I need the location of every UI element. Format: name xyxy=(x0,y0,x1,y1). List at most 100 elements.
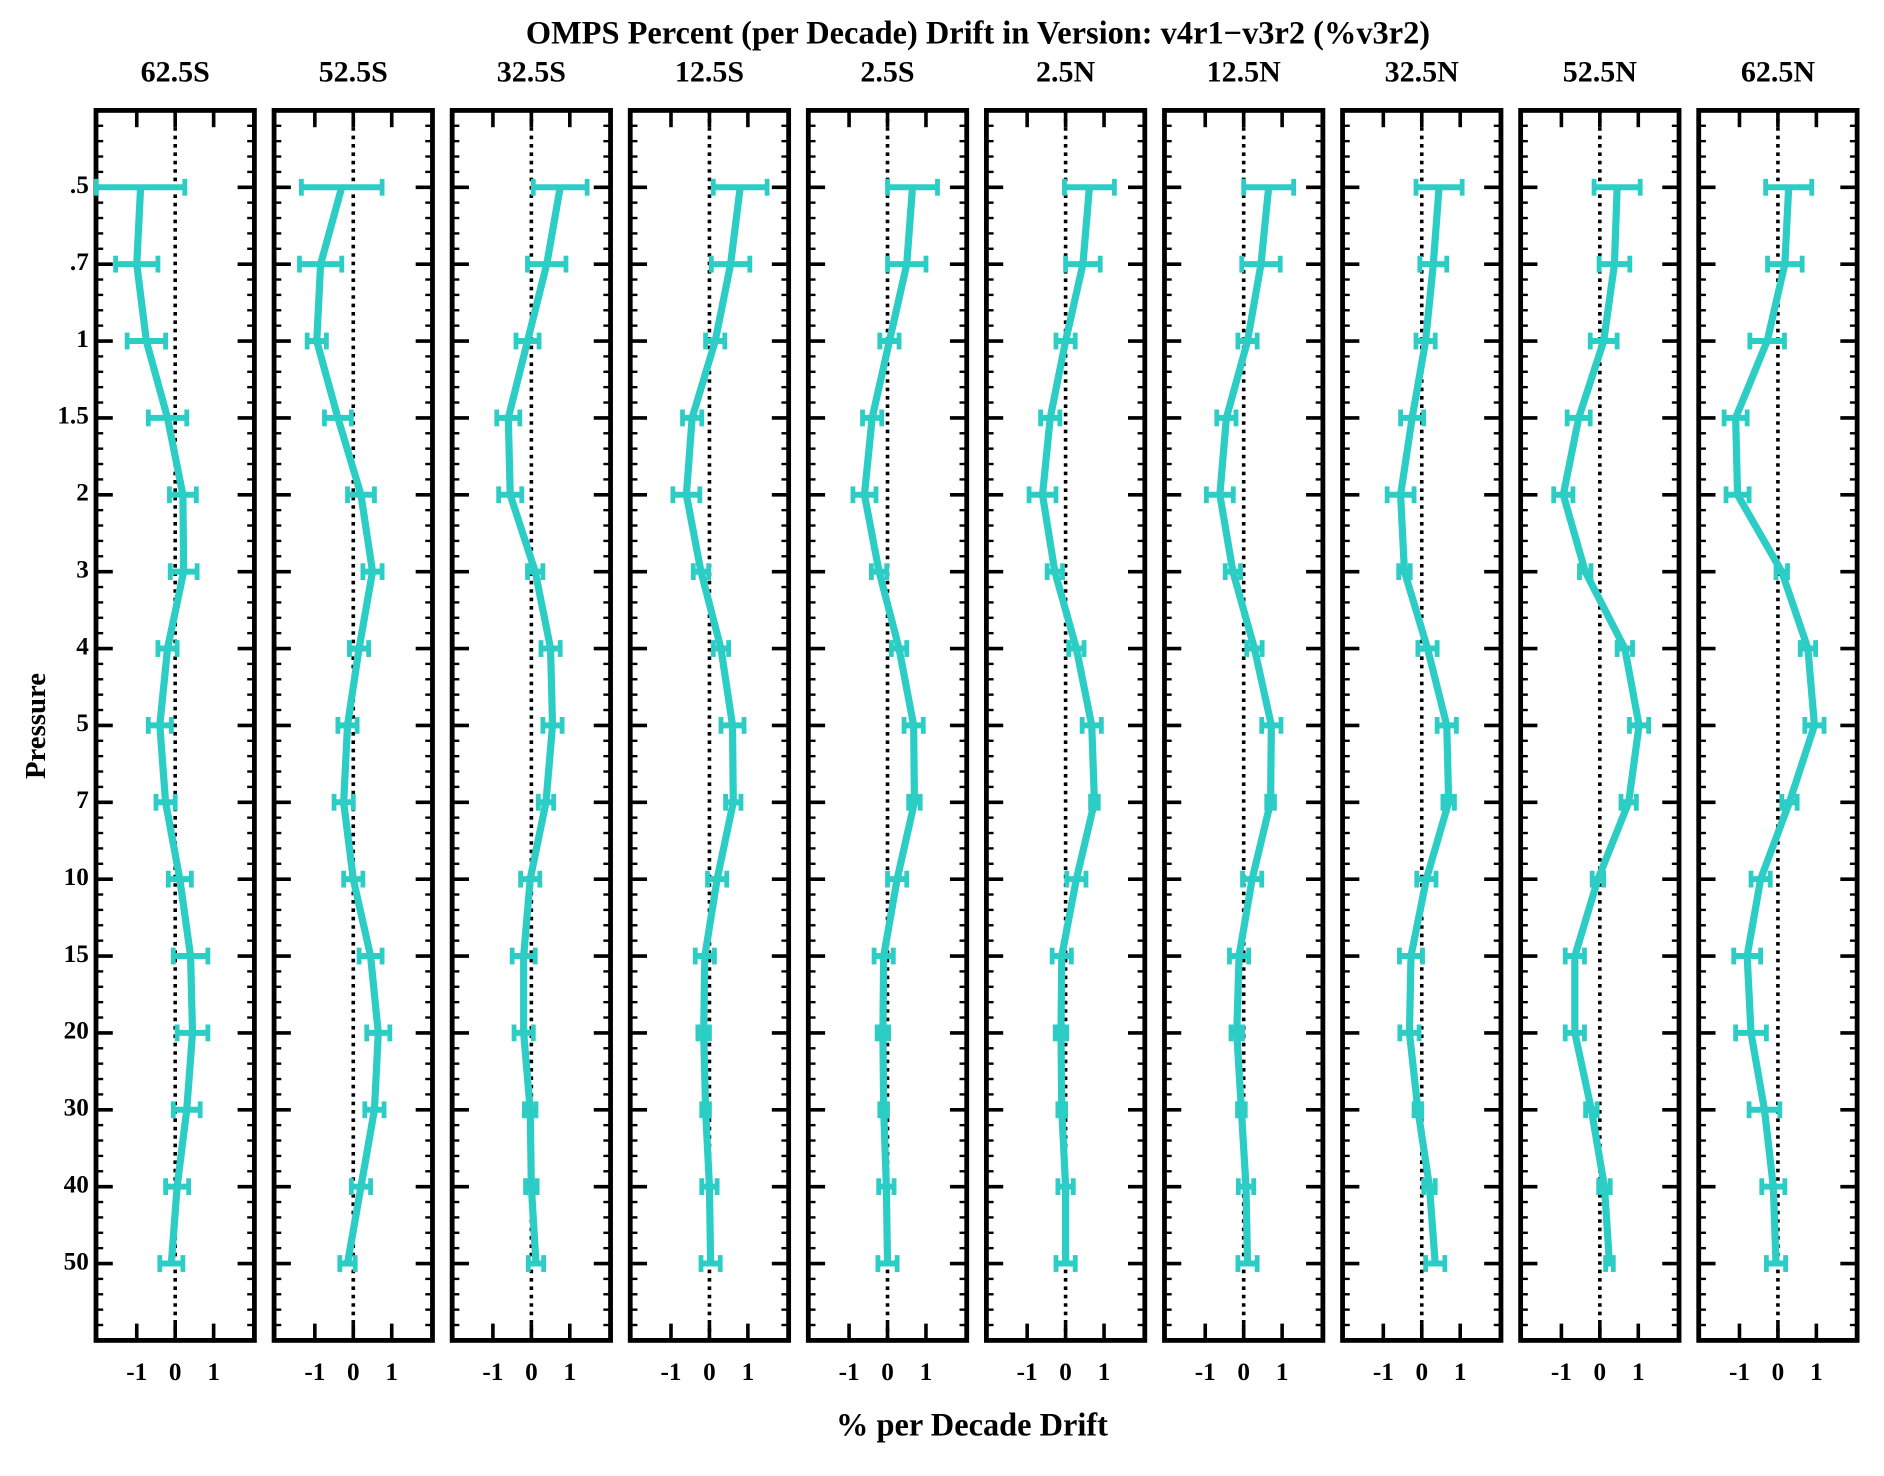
error-bar xyxy=(1053,332,1078,350)
error-bar xyxy=(1723,486,1752,504)
panel-title: 52.5S xyxy=(319,55,388,88)
error-bar xyxy=(710,640,732,657)
error-bar xyxy=(1746,1101,1783,1119)
panel-frame xyxy=(805,108,970,1343)
error-bar xyxy=(523,1178,540,1196)
error-bar xyxy=(1055,1101,1068,1119)
y-tick-label: 10 xyxy=(64,864,89,891)
panel-frame xyxy=(1518,108,1682,1343)
error-bar xyxy=(885,870,910,888)
error-bar xyxy=(699,1178,720,1196)
y-tick-label: 1.5 xyxy=(57,403,88,430)
error-bar xyxy=(1384,486,1417,504)
error-bar xyxy=(155,640,180,657)
panel: 52.5N -1 0 1 xyxy=(1518,55,1682,1386)
y-axis-label: Pressure xyxy=(20,673,52,779)
x-tick-label: 0 xyxy=(1237,1359,1250,1386)
panel-title: 62.5N xyxy=(1741,55,1816,88)
error-bar xyxy=(1026,486,1059,504)
error-bar xyxy=(1240,870,1265,888)
error-bar xyxy=(337,1255,358,1272)
error-bar xyxy=(710,178,770,196)
error-bar xyxy=(1235,1101,1248,1119)
y-tick-label: 2 xyxy=(76,480,89,507)
error-bar xyxy=(1398,409,1427,427)
error-bar xyxy=(1583,1101,1600,1119)
error-bar xyxy=(163,1178,192,1196)
error-bar xyxy=(1411,1101,1425,1119)
error-bar xyxy=(1049,947,1074,965)
error-bar xyxy=(1596,1178,1613,1196)
error-bar xyxy=(153,793,178,811)
error-bar xyxy=(297,255,345,273)
y-tick-label: 40 xyxy=(64,1171,89,1198)
x-tick-label: 0 xyxy=(1772,1359,1785,1386)
error-bar xyxy=(1227,947,1252,965)
error-bar xyxy=(695,1024,712,1042)
panel: 2.5S -1 0 1 xyxy=(805,55,970,1386)
error-bar xyxy=(1235,1255,1260,1272)
error-bar xyxy=(1397,1024,1422,1042)
y-tick-label: 3 xyxy=(76,556,89,583)
error-bar xyxy=(1079,717,1104,734)
error-bar xyxy=(1062,178,1117,196)
panel-frame xyxy=(449,108,613,1343)
error-bar xyxy=(1038,409,1063,427)
error-bar xyxy=(174,1024,211,1042)
error-bar xyxy=(93,178,188,196)
error-bar xyxy=(1421,1178,1438,1196)
error-bar xyxy=(1423,1255,1448,1272)
error-bar xyxy=(1440,793,1457,811)
error-bar xyxy=(1733,1024,1769,1042)
panel-title: 52.5N xyxy=(1563,55,1638,88)
error-bar xyxy=(1203,486,1236,504)
error-bar xyxy=(494,409,523,427)
error-bar xyxy=(1731,947,1764,965)
error-bar xyxy=(1564,409,1593,427)
panel-title: 32.5S xyxy=(497,55,566,88)
x-tick-label: -1 xyxy=(661,1359,682,1386)
x-tick-label: -1 xyxy=(839,1359,860,1386)
panel-frame xyxy=(271,108,435,1343)
error-bar xyxy=(1591,178,1643,196)
error-bar xyxy=(1551,486,1576,504)
y-tick-label: 1 xyxy=(76,326,89,353)
x-tick-label: 0 xyxy=(169,1359,182,1386)
error-bar xyxy=(690,563,712,581)
error-bar xyxy=(1587,332,1620,350)
error-bar xyxy=(1779,793,1800,811)
error-bar xyxy=(1063,255,1103,273)
error-bar xyxy=(113,255,161,273)
error-bar xyxy=(1577,563,1594,581)
error-bar xyxy=(1088,793,1101,811)
error-bar xyxy=(1747,332,1787,350)
error-bar xyxy=(699,1101,712,1119)
x-tick-label: -1 xyxy=(1373,1359,1394,1386)
error-bar xyxy=(511,1024,536,1042)
error-bar xyxy=(1064,870,1089,888)
error-bar xyxy=(1603,1255,1616,1272)
y-tick-label: .7 xyxy=(70,249,89,276)
error-bar xyxy=(538,640,563,657)
y-tick-label: 15 xyxy=(64,941,89,968)
x-tick-label: 1 xyxy=(1098,1359,1111,1386)
error-bar xyxy=(1765,255,1805,273)
error-bar xyxy=(850,486,879,504)
x-tick-label: 0 xyxy=(347,1359,360,1386)
error-bar xyxy=(670,486,703,504)
error-bar xyxy=(170,947,211,965)
error-bar xyxy=(1235,1178,1257,1196)
error-bar xyxy=(680,409,705,427)
error-bar xyxy=(692,947,717,965)
error-bar xyxy=(341,870,366,888)
error-bar xyxy=(1397,947,1425,965)
error-bar xyxy=(525,255,569,273)
panel-title: 2.5S xyxy=(860,55,914,88)
error-bar xyxy=(331,793,356,811)
x-tick-label: 0 xyxy=(1059,1359,1072,1386)
panel-frame xyxy=(1696,108,1860,1343)
x-tick-label: 1 xyxy=(1632,1359,1645,1386)
error-bar xyxy=(1259,717,1284,734)
error-bar xyxy=(167,486,199,504)
error-bar xyxy=(1618,793,1639,811)
